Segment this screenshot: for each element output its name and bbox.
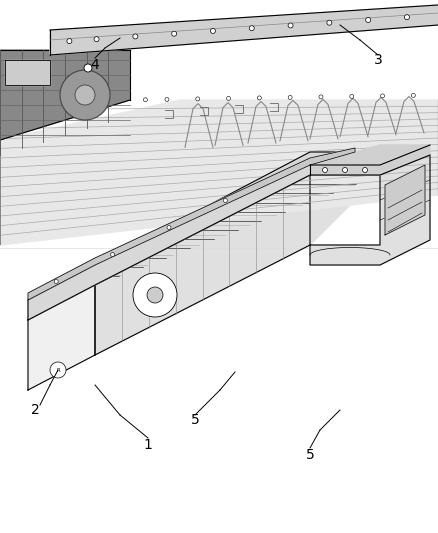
Circle shape: [84, 64, 92, 72]
Polygon shape: [310, 155, 430, 265]
Polygon shape: [5, 60, 50, 85]
Circle shape: [319, 95, 323, 99]
Circle shape: [327, 20, 332, 25]
Circle shape: [404, 15, 410, 20]
Polygon shape: [385, 165, 425, 235]
Circle shape: [94, 37, 99, 42]
Text: R: R: [56, 367, 60, 373]
Circle shape: [147, 287, 163, 303]
Circle shape: [133, 34, 138, 39]
Circle shape: [196, 97, 200, 101]
Circle shape: [288, 23, 293, 28]
Circle shape: [111, 253, 115, 256]
Circle shape: [322, 167, 328, 173]
Circle shape: [143, 98, 148, 102]
Circle shape: [172, 31, 177, 36]
Polygon shape: [0, 50, 130, 245]
Text: 5: 5: [191, 413, 199, 427]
Circle shape: [50, 362, 66, 378]
Text: 4: 4: [91, 58, 99, 72]
Text: 5: 5: [306, 448, 314, 462]
Circle shape: [411, 93, 415, 98]
Circle shape: [60, 70, 110, 120]
Circle shape: [133, 273, 177, 317]
Circle shape: [75, 85, 95, 105]
Circle shape: [211, 28, 215, 34]
Circle shape: [343, 167, 347, 173]
Polygon shape: [0, 100, 438, 245]
Polygon shape: [95, 175, 310, 355]
Circle shape: [165, 98, 169, 101]
Polygon shape: [28, 148, 355, 300]
Circle shape: [167, 225, 171, 230]
Circle shape: [258, 96, 261, 100]
Circle shape: [67, 38, 72, 44]
Polygon shape: [28, 152, 355, 320]
Text: 1: 1: [144, 438, 152, 452]
Circle shape: [249, 26, 254, 31]
Polygon shape: [310, 145, 430, 175]
Circle shape: [363, 167, 367, 173]
Polygon shape: [28, 285, 95, 390]
Circle shape: [54, 279, 58, 284]
Circle shape: [366, 18, 371, 22]
Polygon shape: [95, 175, 380, 355]
Circle shape: [350, 94, 354, 99]
Text: 3: 3: [374, 53, 382, 67]
Circle shape: [223, 198, 227, 203]
Circle shape: [381, 94, 385, 98]
Circle shape: [226, 96, 230, 100]
Circle shape: [288, 95, 292, 99]
Text: 2: 2: [31, 403, 39, 417]
Polygon shape: [50, 5, 438, 55]
